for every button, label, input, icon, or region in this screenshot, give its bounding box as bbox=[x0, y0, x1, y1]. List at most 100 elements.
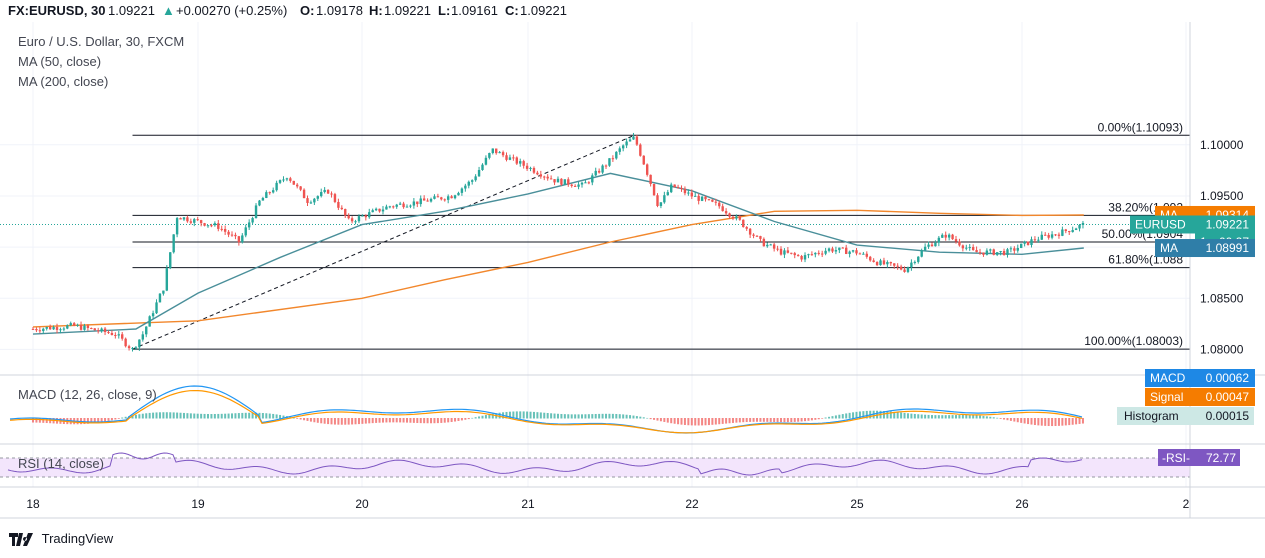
candle bbox=[429, 197, 433, 203]
rsi-pane bbox=[0, 443, 1265, 488]
candle bbox=[378, 208, 381, 213]
close-value: 1.09221 bbox=[520, 3, 567, 18]
macd-histogram-bar bbox=[581, 414, 583, 419]
macd-histogram-bar bbox=[227, 413, 230, 419]
candle bbox=[869, 255, 872, 262]
price-chart[interactable]: 0.00%(1.10093)38.20%(1.09250.00%(1.09046… bbox=[0, 22, 1265, 522]
candle bbox=[477, 166, 481, 177]
candle-body bbox=[656, 195, 659, 206]
candle bbox=[587, 181, 591, 185]
candle-body bbox=[199, 220, 203, 224]
macd-histogram-bar bbox=[927, 414, 930, 419]
macd-histogram-bar bbox=[299, 418, 302, 420]
candle bbox=[999, 250, 1002, 256]
candle bbox=[858, 252, 862, 255]
candle bbox=[594, 167, 597, 177]
candle-body bbox=[1071, 230, 1074, 233]
macd-histogram-bar bbox=[110, 418, 113, 421]
candle bbox=[1016, 244, 1019, 253]
tradingview-brand[interactable]: TradingView bbox=[8, 527, 113, 549]
macd-histogram-bar bbox=[42, 418, 45, 423]
macd-histogram-bar bbox=[368, 418, 371, 424]
macd-histogram-bar bbox=[279, 414, 282, 419]
candle bbox=[313, 197, 316, 206]
macd-histogram-bar bbox=[773, 418, 776, 422]
macd-histogram-bar bbox=[258, 412, 261, 419]
candle-body bbox=[508, 157, 512, 160]
ma200-legend[interactable]: MA (200, close) bbox=[18, 74, 109, 89]
signal-badge: Signal 0.00047 bbox=[1145, 388, 1255, 406]
candle-body bbox=[117, 334, 120, 336]
candle-body bbox=[227, 231, 230, 235]
histogram-badge-bg bbox=[1117, 407, 1254, 425]
macd-histogram-bar bbox=[639, 416, 642, 419]
candle-body bbox=[316, 196, 319, 199]
ma50-legend[interactable]: MA (50, close) bbox=[18, 54, 102, 69]
candle-body bbox=[90, 327, 93, 329]
macd-histogram-bar bbox=[145, 413, 148, 419]
candle-body bbox=[495, 148, 498, 154]
candle-body bbox=[193, 219, 196, 223]
candle bbox=[350, 216, 354, 224]
candle-body bbox=[947, 234, 951, 238]
candle-body bbox=[289, 178, 292, 181]
macd-histogram-bar bbox=[979, 415, 982, 419]
candle-body bbox=[697, 195, 700, 201]
candle-body bbox=[532, 167, 536, 173]
macd-histogram-bar bbox=[186, 413, 189, 419]
macd-histogram-bar bbox=[680, 418, 683, 425]
macd-legend[interactable]: MACD (12, 26, close, 9) bbox=[18, 387, 157, 402]
candle bbox=[213, 221, 217, 227]
time-tick-label: 26 bbox=[1015, 497, 1029, 511]
candle-body bbox=[340, 207, 344, 210]
candle bbox=[848, 250, 851, 258]
candle-body bbox=[745, 227, 748, 229]
candle-body bbox=[1006, 249, 1009, 255]
rsi-legend[interactable]: RSI (14, close) bbox=[18, 456, 104, 471]
candle-body bbox=[738, 216, 742, 220]
candle bbox=[814, 252, 817, 258]
macd-histogram-bar bbox=[313, 418, 316, 423]
candle bbox=[755, 235, 759, 237]
candle-body bbox=[810, 254, 814, 256]
candle bbox=[995, 252, 999, 257]
candle bbox=[913, 260, 917, 265]
macd-histogram-bar bbox=[567, 414, 570, 419]
macd-histogram-bar bbox=[858, 411, 861, 419]
macd-histogram-bar bbox=[831, 416, 834, 419]
candle-body bbox=[361, 215, 364, 217]
macd-histogram-bar bbox=[646, 417, 649, 419]
candle bbox=[402, 201, 405, 209]
macd-histogram-bar bbox=[889, 411, 892, 419]
candle-body bbox=[48, 326, 52, 330]
candle-body bbox=[440, 197, 443, 200]
candle bbox=[107, 330, 110, 334]
candle bbox=[182, 217, 186, 221]
candle-body bbox=[344, 209, 347, 216]
candle bbox=[175, 217, 179, 238]
candle-body bbox=[189, 221, 193, 223]
eurusd-badge-label: EURUSD bbox=[1135, 217, 1186, 231]
macd-histogram-bar bbox=[450, 418, 453, 422]
candle-body bbox=[899, 266, 903, 270]
up-arrow-icon: ▲ bbox=[162, 3, 175, 18]
macd-histogram-bar bbox=[93, 418, 96, 424]
candle-body bbox=[145, 326, 148, 335]
macd-histogram-bar bbox=[725, 418, 728, 424]
ma50-line bbox=[32, 172, 1084, 335]
candle bbox=[169, 252, 172, 270]
rsi-badge-label: -RSI- bbox=[1162, 451, 1190, 465]
candle bbox=[865, 251, 868, 259]
candle bbox=[639, 143, 642, 157]
candle bbox=[258, 199, 261, 207]
time-tick-label: 2 bbox=[1183, 497, 1190, 511]
macd-histogram-bar bbox=[327, 418, 330, 425]
candle-body bbox=[230, 234, 234, 236]
macd-histogram-bar bbox=[776, 418, 779, 423]
macd-histogram-bar bbox=[1064, 418, 1067, 426]
macd-histogram-bar bbox=[38, 418, 41, 423]
macd-histogram-bar bbox=[570, 414, 573, 419]
macd-histogram-bar bbox=[704, 418, 707, 426]
candle bbox=[882, 257, 886, 266]
macd-histogram-bar bbox=[683, 418, 686, 425]
